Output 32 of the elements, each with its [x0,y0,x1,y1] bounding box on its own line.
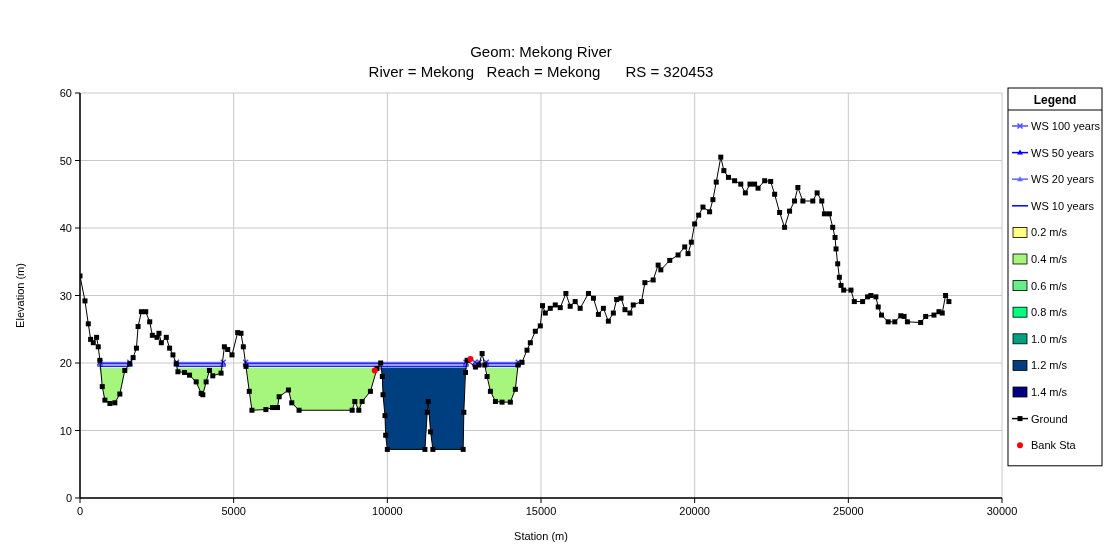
legend-label: Ground [1031,412,1068,425]
x-tick-label: 15000 [525,505,557,517]
legend-label: WS 50 years [1031,146,1095,159]
legend-label: 1.0 m/s [1031,332,1068,345]
legend-label: WS 20 years [1031,173,1095,186]
chart-subtitle: River = Mekong Reach = Mekong RS = 320453 [368,63,714,80]
y-tick-label: 40 [59,222,72,234]
legend-title: Legend [1033,93,1077,107]
legend-label: Bank Sta [1031,439,1077,452]
x-tick-label: 5000 [221,505,246,517]
legend-label: 0.8 m/s [1031,306,1068,319]
legend-label: 0.2 m/s [1031,226,1068,239]
legend-label: 0.4 m/s [1031,253,1068,265]
y-tick-label: 20 [59,357,72,369]
x-tick-label: 0 [76,505,84,517]
y-tick-label: 10 [59,424,72,437]
legend-label: 1.4 m/s [1031,386,1068,398]
legend-label: WS 10 years [1031,199,1095,212]
chart-title: Geom: Mekong River [470,43,612,60]
x-tick-label: 10000 [372,505,403,517]
y-tick-label: 0 [65,492,72,504]
x-axis-title: Station (m) [514,530,568,542]
y-tick-label: 60 [59,87,72,99]
legend-label: 0.6 m/s [1031,279,1068,292]
y-tick-label: 30 [59,289,72,302]
x-tick-label: 30000 [986,505,1018,517]
y-axis-title: Elevation (m) [14,263,26,328]
x-tick-label: 25000 [833,505,864,517]
legend-label: 1.2 m/s [1031,359,1068,372]
y-tick-label: 50 [59,154,72,167]
x-tick-label: 20000 [679,505,710,517]
legend-label: WS 100 years [1031,120,1101,132]
